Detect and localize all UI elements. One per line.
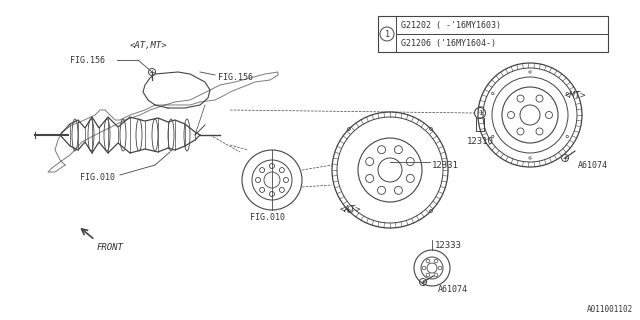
- Text: <MT>: <MT>: [565, 91, 586, 100]
- Text: 1: 1: [478, 110, 482, 116]
- Text: 12310: 12310: [467, 137, 493, 146]
- Text: <AT,MT>: <AT,MT>: [129, 41, 167, 50]
- Text: 12333: 12333: [435, 242, 462, 251]
- Text: FIG.010: FIG.010: [80, 172, 115, 181]
- Text: A011001102: A011001102: [587, 305, 633, 314]
- Text: 1: 1: [385, 29, 390, 38]
- Text: G21202 ( -'16MY1603): G21202 ( -'16MY1603): [401, 20, 501, 29]
- Text: FIG.156: FIG.156: [70, 55, 105, 65]
- Text: A61074: A61074: [438, 285, 468, 294]
- Text: FIG.156: FIG.156: [218, 73, 253, 82]
- Text: FIG.010: FIG.010: [250, 213, 285, 222]
- Text: G21206 ('16MY1604-): G21206 ('16MY1604-): [401, 38, 496, 47]
- Text: <AT>: <AT>: [340, 205, 362, 214]
- FancyBboxPatch shape: [378, 16, 608, 52]
- Text: A61074: A61074: [578, 161, 608, 170]
- Text: 12331: 12331: [432, 161, 459, 170]
- Text: FRONT: FRONT: [97, 243, 124, 252]
